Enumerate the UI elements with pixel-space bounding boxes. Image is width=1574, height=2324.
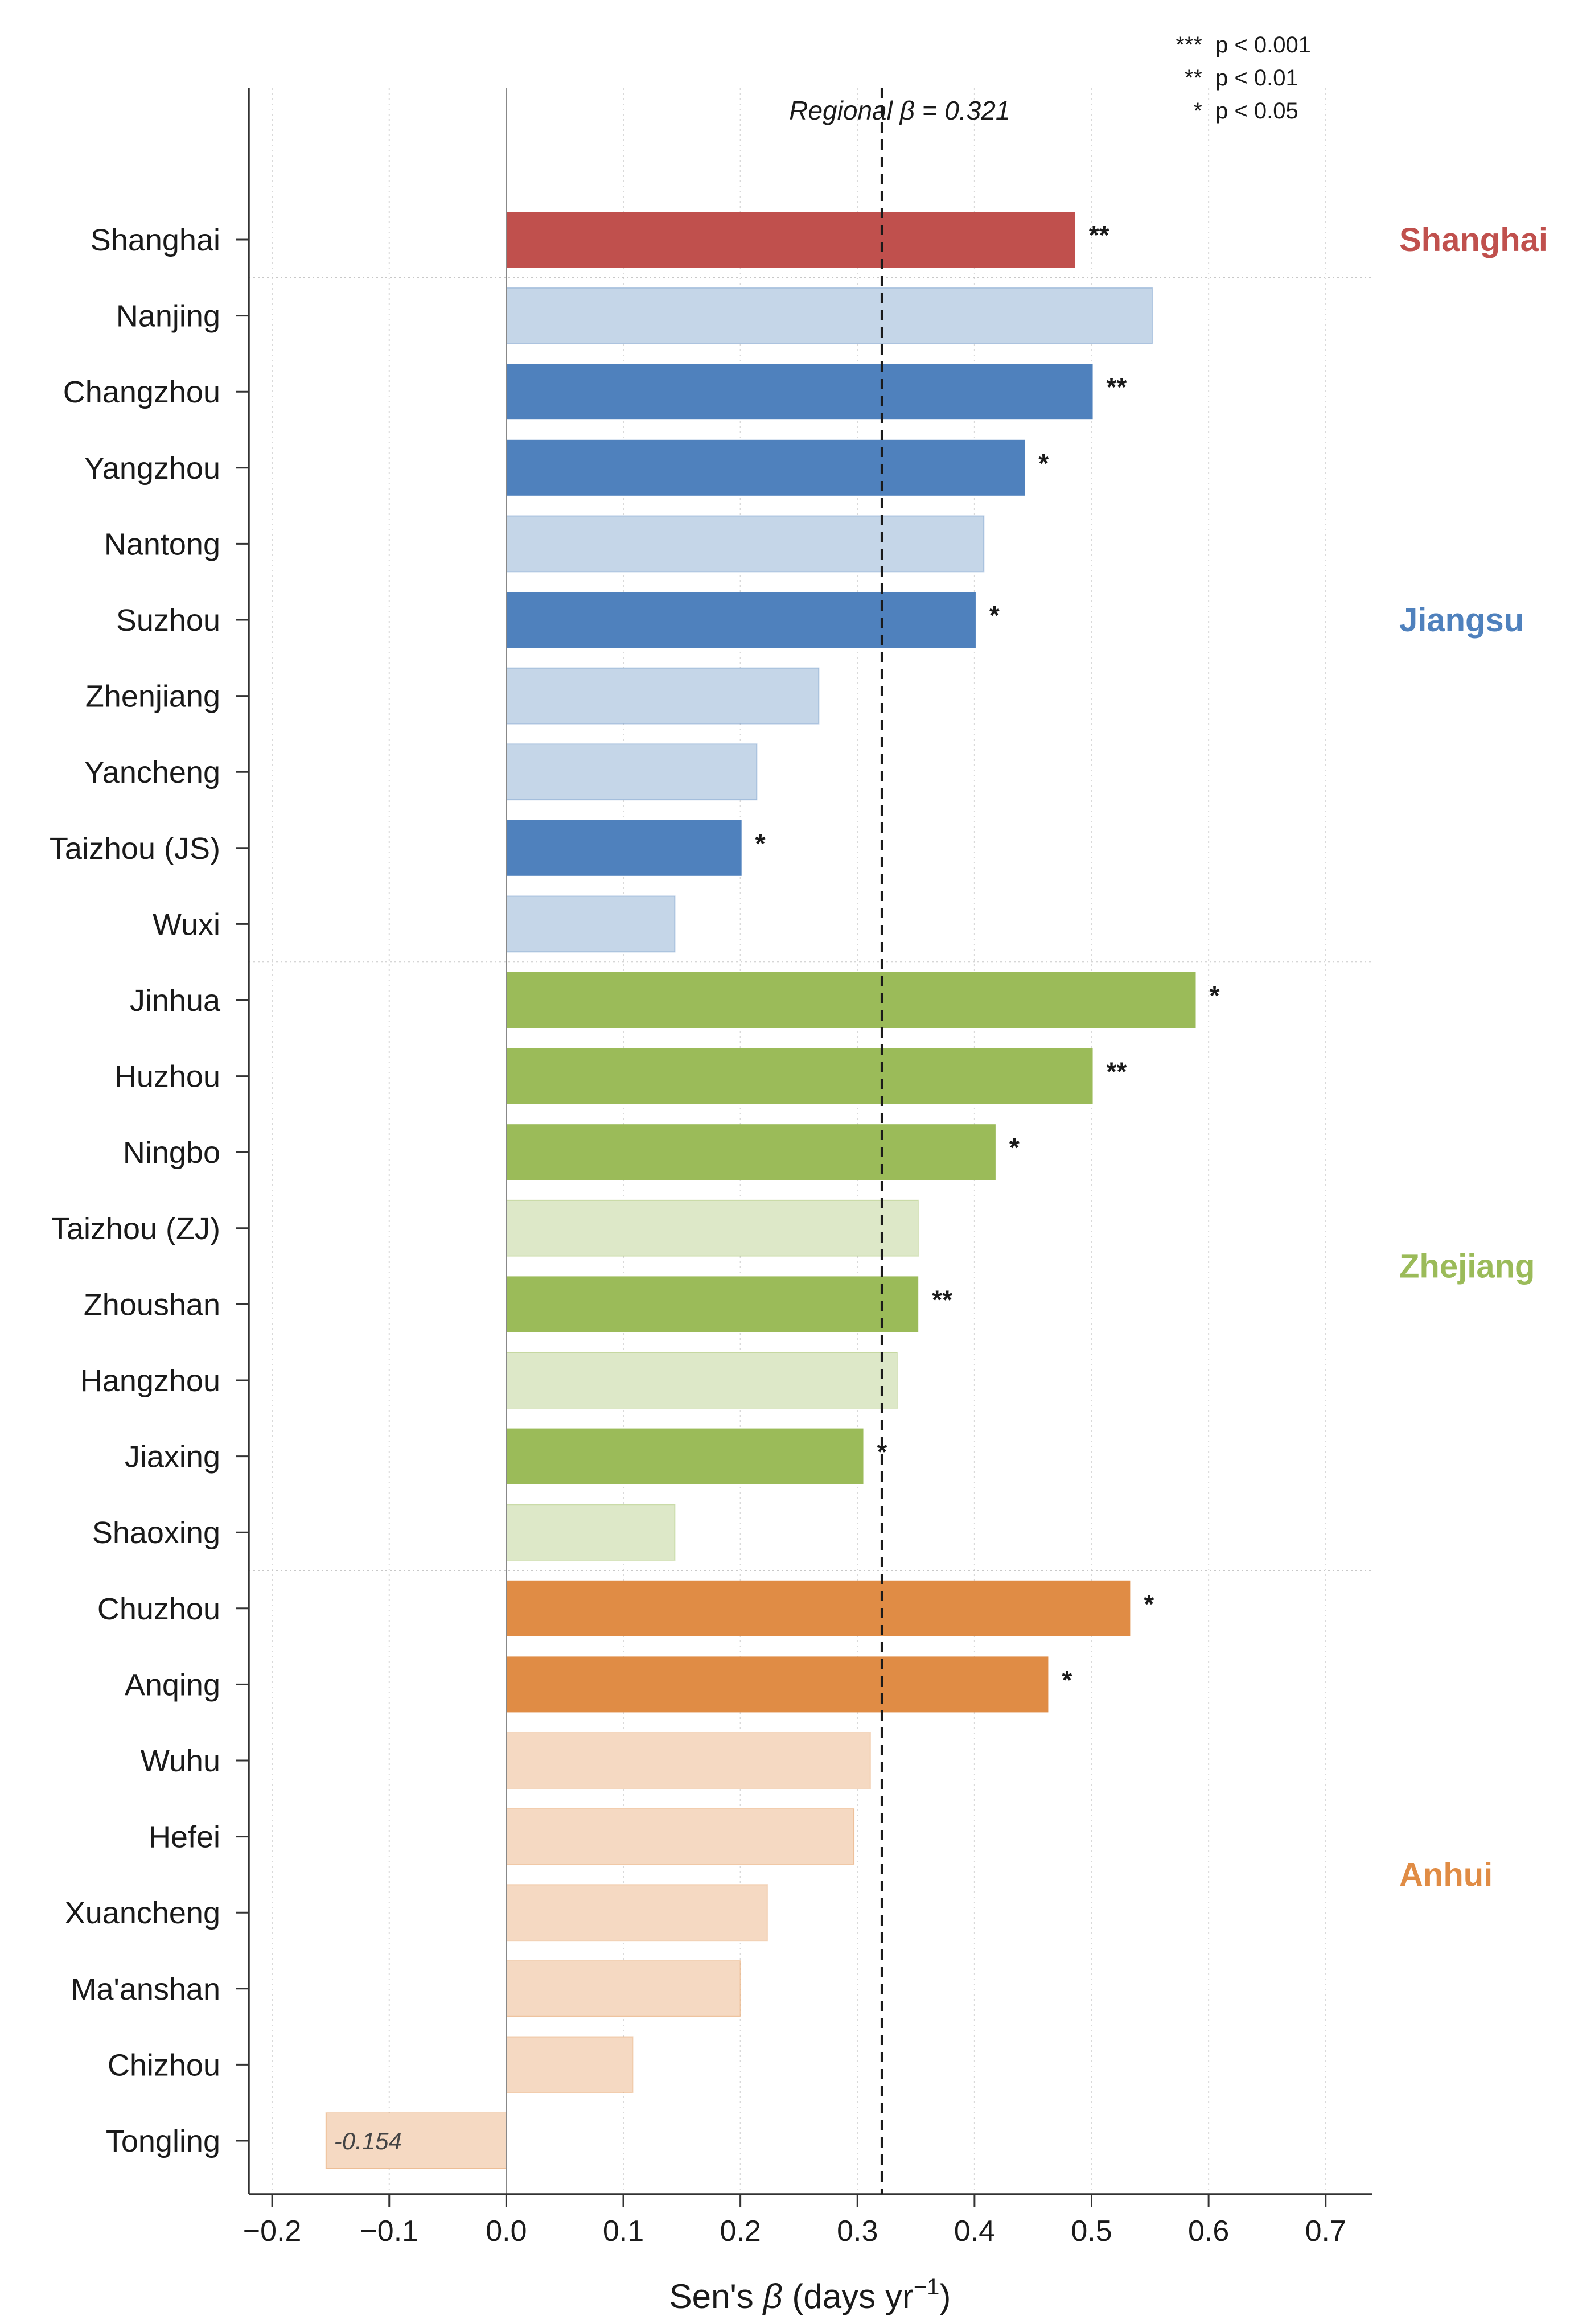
category-label: Suzhou bbox=[116, 603, 220, 637]
legend-mark: * bbox=[1193, 98, 1202, 124]
region-label-shanghai: Shanghai bbox=[1399, 221, 1548, 258]
category-label: Taizhou (JS) bbox=[50, 832, 220, 866]
bar-huzhou bbox=[506, 1048, 1093, 1104]
x-tick-label: 0.7 bbox=[1305, 2215, 1346, 2248]
regional-reference-label: Regional β = 0.321 bbox=[789, 96, 1010, 125]
category-label: Huzhou bbox=[114, 1060, 220, 1094]
axes bbox=[236, 88, 1372, 2207]
significance-marker: ** bbox=[1089, 220, 1109, 250]
category-label: Shanghai bbox=[91, 223, 220, 257]
category-label: Yangzhou bbox=[84, 451, 220, 486]
category-label: Chuzhou bbox=[97, 1592, 220, 1626]
x-tick-label: 0.6 bbox=[1188, 2215, 1229, 2248]
group-separators bbox=[249, 277, 1372, 1571]
legend-mark: ** bbox=[1185, 65, 1202, 91]
x-tick-label: −0.2 bbox=[243, 2215, 302, 2248]
category-label: Tongling bbox=[106, 2124, 220, 2158]
bar-taizhou-zj- bbox=[506, 1199, 919, 1257]
x-tick-label: −0.1 bbox=[360, 2215, 418, 2248]
significance-marker: * bbox=[1144, 1589, 1154, 1619]
category-label: Jiaxing bbox=[125, 1440, 220, 1474]
x-tick-label: 0.0 bbox=[486, 2215, 527, 2248]
bar-jiaxing bbox=[506, 1428, 864, 1484]
bar-ningbo bbox=[506, 1124, 996, 1180]
region-label-zhejiang: Zhejiang bbox=[1399, 1248, 1535, 1285]
bar-changzhou bbox=[506, 364, 1093, 420]
category-label: Changzhou bbox=[63, 375, 220, 409]
x-tick-label: 0.2 bbox=[720, 2215, 761, 2248]
x-tick-label: 0.1 bbox=[603, 2215, 644, 2248]
significance-marker: * bbox=[1038, 449, 1049, 478]
category-label: Zhenjiang bbox=[85, 680, 220, 714]
bar-yangzhou bbox=[506, 439, 1025, 496]
bar-wuhu bbox=[506, 1732, 871, 1789]
bar-ma-anshan bbox=[506, 1960, 741, 2017]
bar-zhenjiang bbox=[506, 667, 820, 725]
category-label: Taizhou (ZJ) bbox=[51, 1212, 220, 1246]
significance-marker: ** bbox=[1107, 1057, 1127, 1087]
x-tick-label: 0.5 bbox=[1071, 2215, 1112, 2248]
significance-marker: * bbox=[877, 1437, 887, 1467]
category-label: Ma'anshan bbox=[71, 1972, 221, 2006]
bar-shanghai bbox=[506, 212, 1075, 268]
bar-hangzhou bbox=[506, 1352, 898, 1409]
x-tick-label: 0.3 bbox=[837, 2215, 878, 2248]
bar-hefei bbox=[506, 1808, 855, 1865]
significance-marker: ** bbox=[932, 1285, 952, 1314]
legend-text: p < 0.001 bbox=[1215, 32, 1311, 57]
category-label: Hefei bbox=[149, 1820, 220, 1854]
x-tick-label: 0.4 bbox=[954, 2215, 995, 2248]
bar-chuzhou bbox=[506, 1580, 1131, 1636]
category-label: Shaoxing bbox=[92, 1516, 220, 1550]
category-label: Ningbo bbox=[123, 1136, 220, 1170]
region-label-jiangsu: Jiangsu bbox=[1399, 602, 1524, 639]
significance-marker: ** bbox=[1107, 372, 1127, 402]
bar-chizhou bbox=[506, 2036, 634, 2093]
bar-nanjing bbox=[506, 287, 1153, 344]
bar-jinhua bbox=[506, 972, 1196, 1028]
legend-text: p < 0.05 bbox=[1215, 98, 1298, 124]
legend-mark: *** bbox=[1176, 32, 1202, 57]
bar-nantong bbox=[506, 515, 985, 573]
legend-text: p < 0.01 bbox=[1215, 65, 1298, 91]
bar-wuxi bbox=[506, 895, 676, 953]
significance-marker: * bbox=[1210, 981, 1220, 1010]
significance-legend: *** p < 0.001 ** p < 0.01 * p < 0.05 bbox=[1176, 32, 1311, 124]
category-label: Anqing bbox=[125, 1668, 220, 1702]
bar-zhoushan bbox=[506, 1276, 919, 1332]
bar-yancheng bbox=[506, 743, 758, 801]
significance-marker: * bbox=[1062, 1665, 1072, 1694]
value-label: -0.154 bbox=[334, 2128, 402, 2154]
category-label: Zhoushan bbox=[84, 1288, 220, 1322]
category-label: Xuancheng bbox=[65, 1896, 220, 1930]
bar-xuancheng bbox=[506, 1884, 768, 1942]
x-axis-title: Sen's β (days yr−1) bbox=[669, 2274, 951, 2315]
category-label: Nanjing bbox=[116, 299, 220, 334]
significance-marker: * bbox=[989, 600, 1000, 630]
category-label: Chizhou bbox=[108, 2048, 220, 2082]
bar-tongling bbox=[325, 2112, 507, 2169]
bars bbox=[325, 212, 1196, 2169]
bar-taizhou-js- bbox=[506, 820, 742, 876]
category-label: Hangzhou bbox=[80, 1364, 220, 1398]
category-label: Wuhu bbox=[141, 1744, 220, 1778]
significance-marker: * bbox=[1009, 1133, 1020, 1162]
category-label: Jinhua bbox=[130, 984, 221, 1018]
region-label-anhui: Anhui bbox=[1399, 1856, 1493, 1893]
category-label: Yancheng bbox=[84, 755, 220, 789]
category-label: Nantong bbox=[104, 527, 220, 561]
bar-suzhou bbox=[506, 592, 976, 648]
bar-shaoxing bbox=[506, 1504, 676, 1561]
significance-marker: * bbox=[755, 829, 766, 858]
category-label: Wuxi bbox=[153, 907, 220, 941]
bar-anqing bbox=[506, 1656, 1049, 1713]
